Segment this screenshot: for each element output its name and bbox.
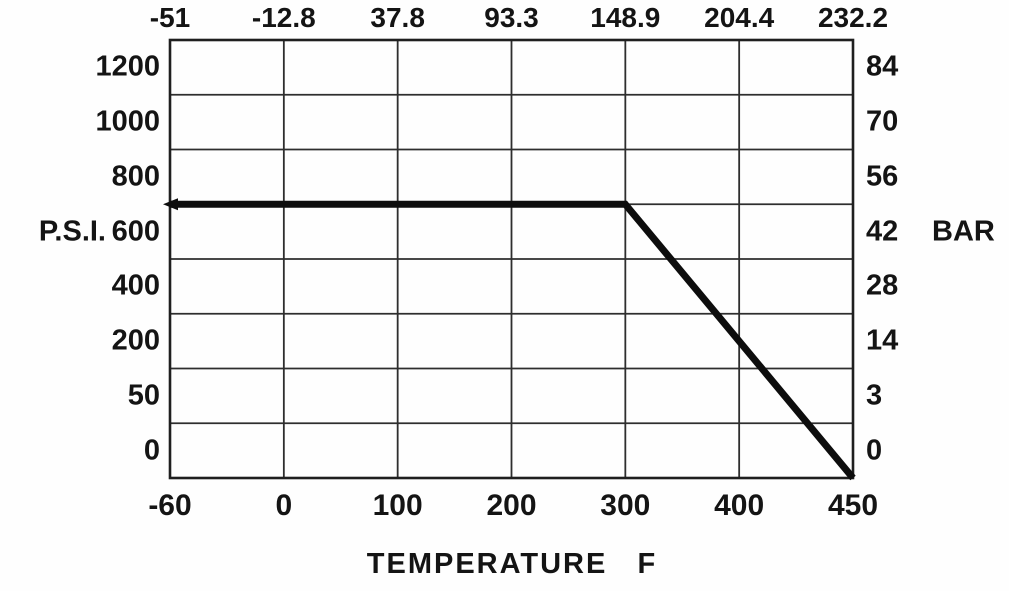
left-tick-label: 50 bbox=[127, 379, 160, 412]
top-tick-label: 93.3 bbox=[484, 2, 539, 33]
left-tick-label: 0 bbox=[143, 434, 160, 467]
left-tick-label: 1200 bbox=[95, 50, 160, 83]
bottom-tick-label: 400 bbox=[714, 489, 765, 522]
line-start-cap bbox=[163, 198, 178, 211]
left-tick-label: 1000 bbox=[95, 105, 160, 138]
top-tick-label: -51 bbox=[149, 2, 191, 33]
left-tick-label: 600 bbox=[111, 215, 160, 248]
bottom-tick-label: 450 bbox=[827, 489, 879, 522]
top-tick-label: 37.8 bbox=[370, 2, 425, 33]
right-tick-label: 70 bbox=[866, 105, 899, 138]
bottom-tick-label: 300 bbox=[600, 489, 651, 522]
x-axis-title: TEMPERATURE F bbox=[366, 548, 658, 580]
right-tick-label: 14 bbox=[866, 324, 899, 357]
top-tick-label: 204.4 bbox=[704, 2, 775, 33]
right-tick-label: 42 bbox=[866, 215, 899, 248]
plot-border bbox=[168, 38, 855, 480]
bottom-tick-label: -60 bbox=[148, 489, 192, 522]
y-axis-right-unit-label: BAR bbox=[932, 215, 995, 248]
y-axis-left-unit-label: P.S.I. bbox=[38, 215, 106, 248]
left-tick-label: 200 bbox=[111, 324, 160, 357]
right-tick-label: 28 bbox=[866, 269, 899, 302]
bottom-tick-label: 200 bbox=[486, 489, 537, 522]
bottom-tick-label: 0 bbox=[275, 489, 293, 522]
right-tick-label: 3 bbox=[866, 379, 883, 412]
right-tick-label: 56 bbox=[866, 160, 899, 193]
top-tick-label: 148.9 bbox=[590, 2, 661, 33]
top-tick-label: 232.2 bbox=[817, 2, 889, 33]
left-tick-label: 800 bbox=[111, 160, 160, 193]
bottom-tick-label: 100 bbox=[372, 489, 423, 522]
top-tick-label: -12.8 bbox=[251, 2, 316, 33]
rating-line bbox=[170, 200, 856, 481]
left-tick-label: 400 bbox=[111, 269, 160, 302]
right-tick-label: 84 bbox=[866, 50, 899, 83]
right-tick-label: 0 bbox=[866, 434, 883, 467]
